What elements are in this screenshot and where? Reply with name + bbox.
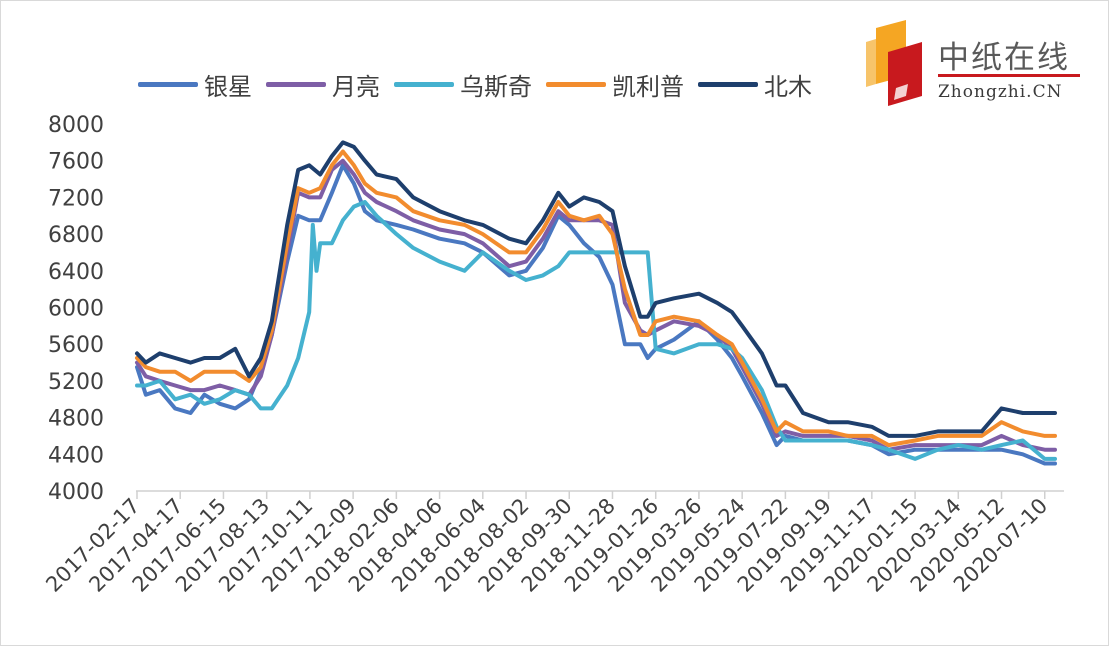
- y-tick-label: 4000: [48, 480, 104, 505]
- logo-chinese-text: 中纸在线: [938, 40, 1070, 76]
- y-tick-label: 8000: [48, 113, 104, 138]
- chart-legend: 银星 月亮 乌斯奇 凯利普 北木: [138, 66, 826, 102]
- y-tick-label: 5200: [48, 370, 104, 395]
- legend-label: 凯利普: [612, 72, 684, 101]
- legend-item: 乌斯奇: [394, 67, 532, 102]
- legend-swatch: [394, 81, 454, 87]
- legend-swatch: [698, 81, 758, 87]
- legend-item: 北木: [698, 67, 812, 102]
- legend-item: 银星: [138, 67, 252, 102]
- zhongzhi-logo: 中纸在线 Zhongzhi.CN: [862, 18, 1092, 108]
- logo-emblem-icon: [866, 20, 922, 106]
- chart-series: [135, 140, 1057, 466]
- series-line-3: [135, 200, 1057, 461]
- chart-axes: 4000 4400 4800 5200 5600 6000 6400 6800 7200 7600…: [41, 113, 1064, 597]
- y-tick-label: 6400: [48, 260, 104, 285]
- y-tick-label: 6800: [48, 223, 104, 248]
- series-line-5: [135, 140, 1057, 438]
- logo-divider: [938, 74, 1080, 77]
- y-tick-label: 6000: [48, 297, 104, 322]
- legend-swatch: [138, 81, 198, 87]
- legend-label: 乌斯奇: [460, 72, 532, 101]
- legend-swatch: [266, 81, 326, 87]
- y-tick-label: 4400: [48, 443, 104, 468]
- legend-item: 月亮: [266, 67, 380, 102]
- y-tick-label: 5600: [48, 333, 104, 358]
- legend-label: 月亮: [332, 72, 380, 101]
- y-tick-label: 4800: [48, 407, 104, 432]
- y-tick-label: 7600: [48, 150, 104, 175]
- series-line-4: [135, 149, 1057, 448]
- y-tick-label: 7200: [48, 186, 104, 211]
- legend-item: 凯利普: [546, 67, 684, 102]
- logo-english-text: Zhongzhi.CN: [938, 82, 1063, 102]
- legend-label: 北木: [764, 72, 812, 101]
- legend-label: 银星: [204, 72, 252, 101]
- legend-swatch: [546, 81, 606, 87]
